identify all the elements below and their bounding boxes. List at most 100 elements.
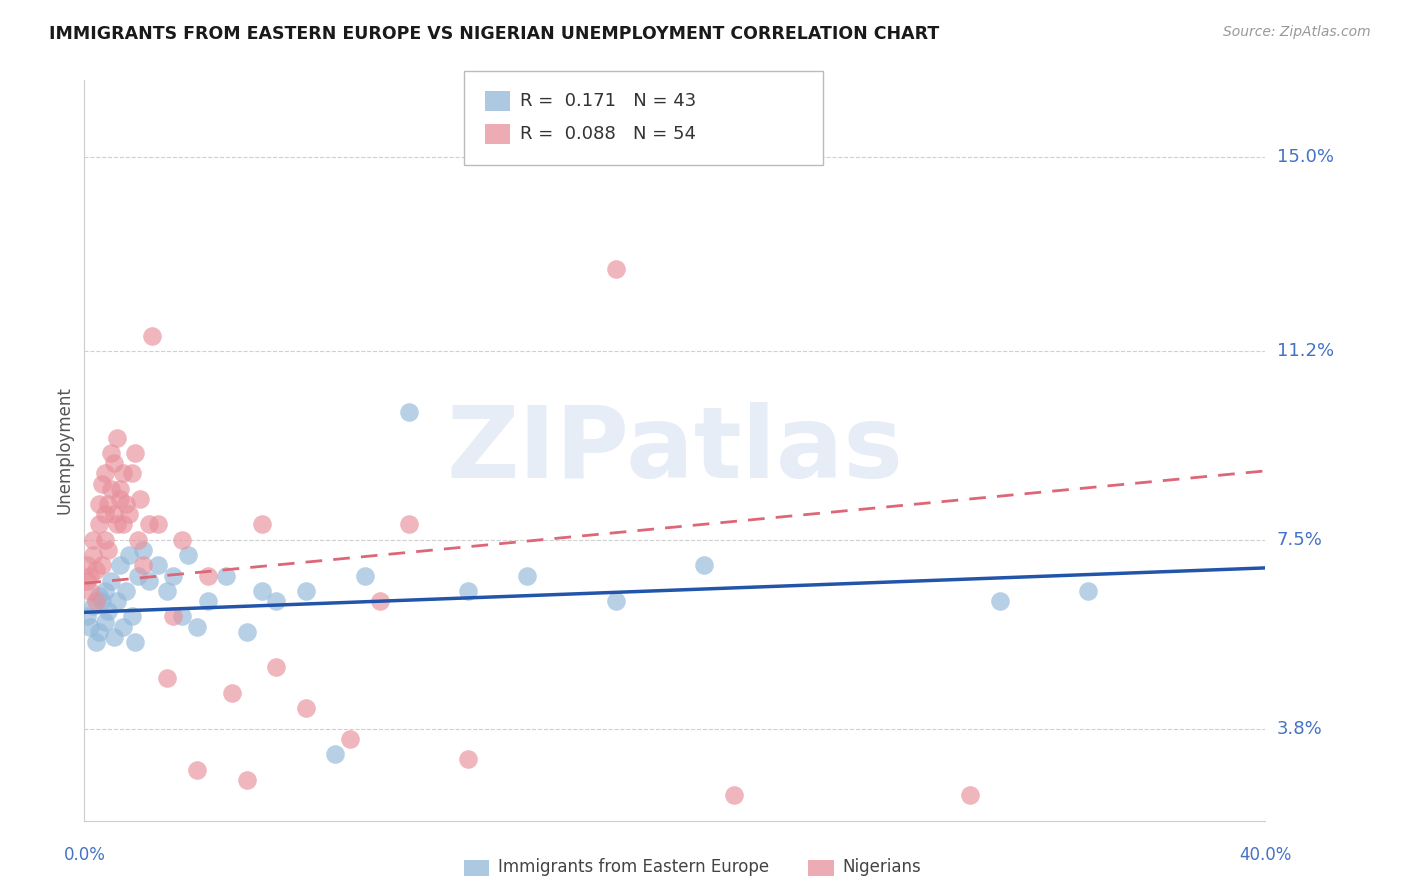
Point [170,533,193,547]
Point [186,619,208,633]
Text: Nigerians: Nigerians [842,858,921,876]
Point [132,558,155,573]
Point [87,517,111,532]
Point [127,533,149,547]
Point [87,589,111,603]
Point [94,533,117,547]
Point [118,508,141,522]
Point [368,594,391,608]
Point [162,609,184,624]
Point [132,543,155,558]
Point [82,533,104,547]
Point [266,660,288,674]
Text: 7.5%: 7.5% [1277,531,1323,549]
Point [87,624,111,639]
Point [84,635,107,649]
Point [82,548,104,562]
Point [94,508,117,522]
Point [186,763,208,777]
Point [236,624,259,639]
Point [177,548,200,562]
Point [91,558,114,573]
Text: IMMIGRANTS FROM EASTERN EUROPE VS NIGERIAN UNEMPLOYMENT CORRELATION CHART: IMMIGRANTS FROM EASTERN EUROPE VS NIGERI… [49,25,939,43]
Text: 0.0%: 0.0% [63,846,105,863]
Point [114,583,136,598]
Point [325,747,347,762]
Point [693,558,716,573]
Point [516,568,538,582]
Point [103,508,125,522]
Text: Source: ZipAtlas.com: Source: ZipAtlas.com [1223,25,1371,39]
Point [100,446,122,460]
Point [197,568,219,582]
Point [236,772,259,787]
Point [103,630,125,644]
Point [170,609,193,624]
Text: 15.0%: 15.0% [1277,148,1333,166]
Point [605,594,627,608]
Point [111,517,134,532]
Point [105,431,128,445]
Point [988,594,1011,608]
Point [266,594,288,608]
Point [354,568,377,582]
Point [398,405,420,419]
Point [114,497,136,511]
Point [295,583,318,598]
Point [457,752,479,766]
Point [94,583,117,598]
Point [398,517,420,532]
Point [138,574,160,588]
Point [76,574,98,588]
Text: 3.8%: 3.8% [1277,720,1322,738]
Point [129,491,152,506]
Point [457,583,479,598]
Point [121,609,143,624]
Point [141,328,163,343]
Point [79,583,101,598]
Y-axis label: Unemployment: Unemployment [55,386,73,515]
Point [295,701,318,715]
Point [221,686,243,700]
Point [87,497,111,511]
Point [76,609,98,624]
Text: 11.2%: 11.2% [1277,342,1334,359]
Text: R =  0.171   N = 43: R = 0.171 N = 43 [520,92,696,110]
Point [108,482,131,496]
Point [124,446,146,460]
Point [82,599,104,614]
Point [111,467,134,481]
Point [100,482,122,496]
Point [250,583,273,598]
Point [138,517,160,532]
Point [156,671,179,685]
Point [162,568,184,582]
Point [148,517,170,532]
Point [108,491,131,506]
Point [97,543,120,558]
Point [108,558,131,573]
Point [1077,583,1099,598]
Point [959,788,981,802]
Point [94,467,117,481]
Point [79,568,101,582]
Point [605,262,627,277]
Point [100,574,122,588]
Point [84,564,107,578]
Point [84,594,107,608]
Point [79,619,101,633]
Point [97,604,120,618]
Text: Immigrants from Eastern Europe: Immigrants from Eastern Europe [498,858,769,876]
Point [156,583,179,598]
Text: 40.0%: 40.0% [1239,846,1292,863]
Point [197,594,219,608]
Point [91,476,114,491]
Point [105,517,128,532]
Text: R =  0.088   N = 54: R = 0.088 N = 54 [520,125,696,143]
Point [103,456,125,470]
Point [250,517,273,532]
Point [94,615,117,629]
Point [127,568,149,582]
Point [76,558,98,573]
Point [124,635,146,649]
